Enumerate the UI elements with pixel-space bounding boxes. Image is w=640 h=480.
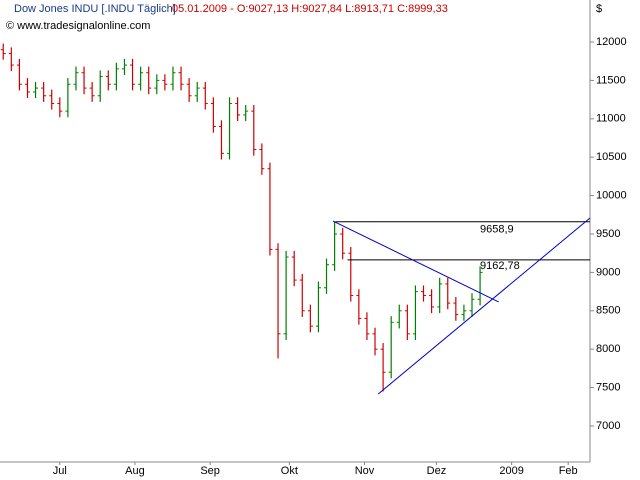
y-tick-label: 9500 [596, 228, 620, 240]
x-tick-label: Aug [125, 465, 145, 477]
y-tick-label: 11500 [596, 74, 626, 86]
y-tick-label: 11000 [596, 113, 626, 125]
y-tick-label: 9000 [596, 266, 620, 278]
y-tick-label: 7500 [596, 381, 620, 393]
y-tick-label: 10500 [596, 151, 627, 163]
x-tick-label: Sep [200, 465, 220, 477]
y-unit: $ [596, 3, 602, 15]
y-tick-label: 10000 [596, 190, 627, 202]
y-tick-label: 12000 [596, 36, 627, 48]
x-tick-label: Feb [559, 465, 578, 477]
trend-line [332, 220, 499, 303]
y-tick-label: 8500 [596, 305, 620, 317]
y-tick-label: 7000 [596, 420, 620, 432]
x-tick-label: Nov [355, 465, 375, 477]
x-tick-label: Okt [281, 465, 298, 477]
level-label: 9162,78 [480, 260, 520, 272]
chart-subtitle: 05.01.2009 - O:9027,13 H:9027,84 L:8913,… [172, 3, 448, 15]
source: © www.tradesignalonline.com [6, 20, 150, 32]
chart-title: Dow Jones INDU [.INDU Täglich] [14, 3, 176, 15]
x-tick-label: Jul [53, 465, 67, 477]
x-tick-label: 2009 [499, 465, 523, 477]
trend-line [377, 217, 591, 395]
level-label: 9658,9 [480, 224, 514, 236]
y-tick-label: 8000 [596, 343, 620, 355]
x-tick-label: Dez [427, 465, 447, 477]
